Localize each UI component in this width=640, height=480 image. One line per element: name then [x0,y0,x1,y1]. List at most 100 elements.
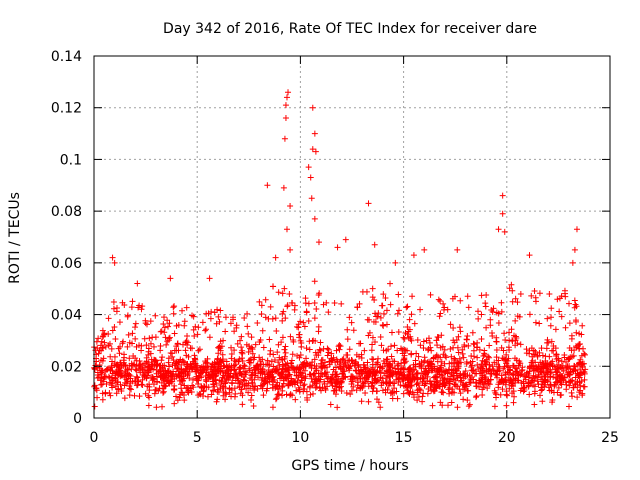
data-point [310,390,317,397]
data-point [279,317,286,324]
data-point [420,390,427,397]
data-point [320,345,327,352]
data-point [171,303,178,310]
data-point [491,359,498,366]
data-point [473,370,480,377]
data-point [105,373,112,380]
y-tick-label: 0.02 [51,359,82,375]
data-point [473,394,480,401]
data-point [226,374,233,381]
data-point [106,340,113,347]
data-point [369,356,376,363]
data-point [120,338,127,345]
data-point [116,319,123,326]
data-point [362,379,369,386]
data-point [538,345,545,352]
data-point [380,291,387,298]
data-point [273,382,280,389]
data-point [433,385,440,392]
data-point [417,387,424,394]
data-point [280,184,287,191]
data-point [231,347,238,354]
chart-title: Day 342 of 2016, Rate Of TEC Index for r… [163,21,537,37]
data-point [470,347,477,354]
data-point [576,330,583,337]
data-point [357,375,364,382]
data-point [546,291,553,298]
data-point [510,363,517,370]
data-point [305,317,312,324]
data-point [259,374,266,381]
data-point [125,331,132,338]
data-point [401,366,408,373]
data-point [309,359,316,366]
data-point [573,226,580,233]
data-point [395,360,402,367]
data-point [165,323,172,330]
data-point [273,365,280,372]
data-point [182,371,189,378]
data-point [289,351,296,358]
data-point [206,275,213,282]
data-point [580,345,587,352]
data-point [239,355,246,362]
data-point [173,347,180,354]
data-point [109,254,116,261]
data-point [205,375,212,382]
data-point [454,404,461,411]
data-point [392,365,399,372]
data-point [571,297,578,304]
data-point [129,340,136,347]
data-point [203,369,210,376]
data-point [111,353,118,360]
data-point [490,305,497,312]
data-point [544,315,551,322]
data-point [400,377,407,384]
data-point [393,376,400,383]
data-point [447,346,454,353]
data-point [287,379,294,386]
data-point [570,384,577,391]
data-point [382,389,389,396]
data-point [312,365,319,372]
data-point [503,351,510,358]
data-point [146,335,153,342]
data-point [387,301,394,308]
data-point [395,291,402,298]
data-point [327,375,334,382]
data-point [217,307,224,314]
data-point [282,375,289,382]
data-point [337,365,344,372]
data-point [444,370,451,377]
data-point [203,310,210,317]
data-point [566,355,573,362]
data-point [288,357,295,364]
data-point [437,383,444,390]
data-point [495,320,502,327]
data-point [153,404,160,411]
data-point [508,382,515,389]
data-point [254,363,261,370]
data-point [544,339,551,346]
data-point [210,388,217,395]
data-point [269,368,276,375]
data-point [132,335,139,342]
data-point [479,365,486,372]
data-point [262,296,269,303]
data-point [368,347,375,354]
data-point [122,373,129,380]
data-point [433,337,440,344]
data-point [455,349,462,356]
data-point [373,396,380,403]
x-tick-label: 10 [291,430,309,446]
data-point [113,390,120,397]
data-point [163,341,170,348]
data-point [499,210,506,217]
data-point [221,363,228,370]
data-point [139,303,146,310]
data-point [309,146,316,153]
data-point [549,358,556,365]
data-point [574,378,581,385]
data-point [398,360,405,367]
data-point [266,336,273,343]
